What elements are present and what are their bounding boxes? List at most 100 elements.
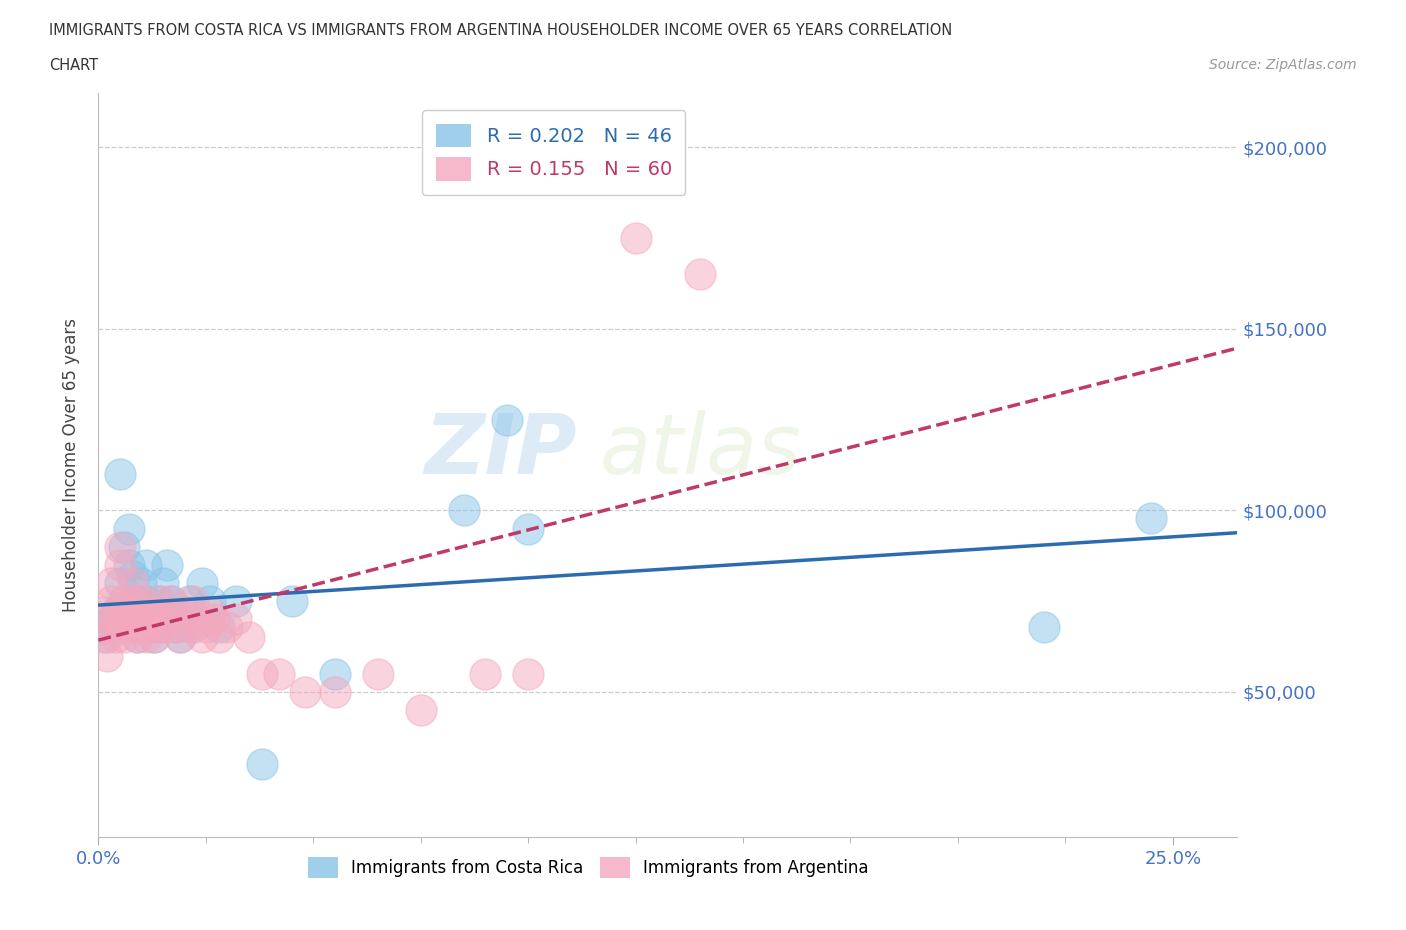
- Point: [409, 702, 432, 717]
- Point: [689, 267, 711, 282]
- Point: [186, 612, 208, 627]
- Point: [143, 604, 166, 619]
- Point: [152, 576, 174, 591]
- Point: [139, 612, 162, 627]
- Point: [117, 612, 139, 627]
- Point: [250, 666, 273, 681]
- Point: [225, 593, 247, 608]
- Point: [156, 604, 179, 619]
- Point: [131, 619, 153, 634]
- Point: [121, 619, 143, 634]
- Point: [117, 521, 139, 536]
- Point: [143, 630, 166, 644]
- Point: [323, 684, 346, 699]
- Point: [108, 539, 131, 554]
- Point: [190, 630, 212, 644]
- Text: ZIP: ZIP: [425, 409, 576, 491]
- Text: atlas: atlas: [599, 409, 801, 491]
- Point: [108, 557, 131, 572]
- Point: [104, 604, 127, 619]
- Point: [131, 612, 153, 627]
- Legend: Immigrants from Costa Rica, Immigrants from Argentina: Immigrants from Costa Rica, Immigrants f…: [301, 851, 876, 884]
- Point: [148, 619, 170, 634]
- Point: [190, 576, 212, 591]
- Point: [131, 593, 153, 608]
- Point: [281, 593, 304, 608]
- Point: [217, 619, 239, 634]
- Point: [198, 604, 221, 619]
- Point: [127, 630, 149, 644]
- Point: [112, 539, 135, 554]
- Point: [294, 684, 316, 699]
- Point: [108, 467, 131, 482]
- Point: [96, 619, 118, 634]
- Point: [238, 630, 260, 644]
- Point: [131, 619, 153, 634]
- Point: [173, 604, 195, 619]
- Point: [181, 593, 204, 608]
- Point: [1032, 619, 1054, 634]
- Point: [139, 619, 162, 634]
- Point: [100, 576, 122, 591]
- Point: [208, 619, 231, 634]
- Point: [143, 604, 166, 619]
- Point: [495, 412, 517, 427]
- Point: [152, 612, 174, 627]
- Point: [131, 576, 153, 591]
- Point: [127, 604, 149, 619]
- Point: [250, 757, 273, 772]
- Point: [96, 648, 118, 663]
- Y-axis label: Householder Income Over 65 years: Householder Income Over 65 years: [62, 318, 80, 612]
- Point: [108, 612, 131, 627]
- Point: [453, 503, 475, 518]
- Point: [104, 630, 127, 644]
- Point: [160, 593, 183, 608]
- Point: [121, 612, 143, 627]
- Point: [169, 630, 191, 644]
- Point: [624, 231, 647, 246]
- Point: [135, 593, 157, 608]
- Text: Source: ZipAtlas.com: Source: ZipAtlas.com: [1209, 58, 1357, 72]
- Point: [112, 619, 135, 634]
- Point: [121, 593, 143, 608]
- Point: [181, 619, 204, 634]
- Point: [127, 630, 149, 644]
- Point: [204, 612, 226, 627]
- Point: [156, 557, 179, 572]
- Point: [91, 604, 114, 619]
- Point: [517, 666, 540, 681]
- Text: IMMIGRANTS FROM COSTA RICA VS IMMIGRANTS FROM ARGENTINA HOUSEHOLDER INCOME OVER : IMMIGRANTS FROM COSTA RICA VS IMMIGRANTS…: [49, 23, 952, 38]
- Point: [121, 576, 143, 591]
- Point: [323, 666, 346, 681]
- Point: [135, 604, 157, 619]
- Point: [112, 630, 135, 644]
- Point: [194, 619, 217, 634]
- Text: CHART: CHART: [49, 58, 98, 73]
- Point: [139, 619, 162, 634]
- Point: [131, 604, 153, 619]
- Point: [225, 612, 247, 627]
- Point: [121, 568, 143, 583]
- Point: [152, 619, 174, 634]
- Point: [135, 630, 157, 644]
- Point: [100, 612, 122, 627]
- Point: [148, 593, 170, 608]
- Point: [91, 619, 114, 634]
- Point: [165, 619, 187, 634]
- Point: [127, 593, 149, 608]
- Point: [148, 593, 170, 608]
- Point: [1140, 511, 1163, 525]
- Point: [177, 619, 200, 634]
- Point: [96, 630, 118, 644]
- Point: [100, 593, 122, 608]
- Point: [517, 521, 540, 536]
- Point: [177, 593, 200, 608]
- Point: [156, 612, 179, 627]
- Point: [104, 604, 127, 619]
- Point: [117, 557, 139, 572]
- Point: [198, 593, 221, 608]
- Point: [108, 576, 131, 591]
- Point: [474, 666, 496, 681]
- Point: [112, 593, 135, 608]
- Point: [173, 604, 195, 619]
